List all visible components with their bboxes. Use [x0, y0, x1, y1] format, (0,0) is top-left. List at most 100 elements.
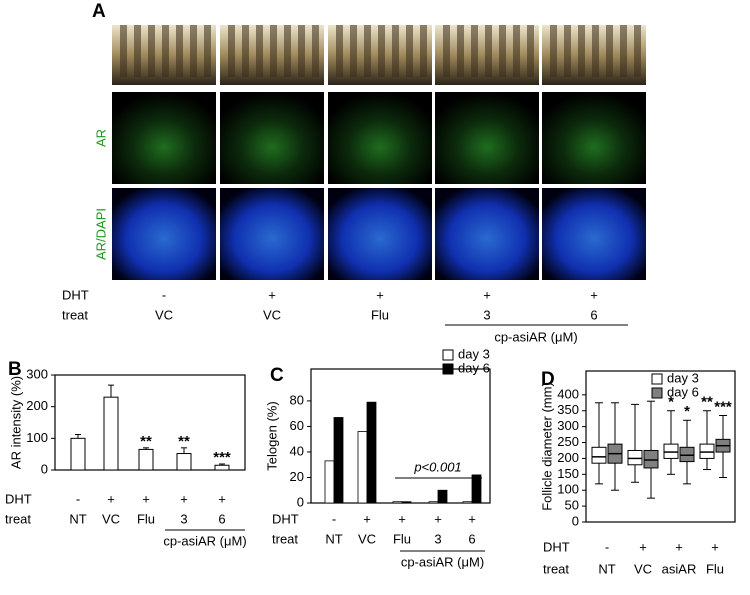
- dht-sign: +: [363, 511, 371, 526]
- hair-shaft: [350, 25, 357, 77]
- dht-sign: -: [162, 287, 166, 302]
- dht-sign: -: [332, 511, 336, 526]
- x-tick-label: 6: [468, 531, 475, 546]
- treat-label: 6: [590, 307, 597, 322]
- y-axis-label: Telogen (%): [264, 401, 279, 470]
- hair-shaft: [270, 25, 277, 77]
- x-tick-label: NT: [598, 561, 615, 576]
- y-tick-label: 400: [557, 386, 579, 401]
- hair-shaft: [443, 25, 450, 77]
- hair-shaft: [620, 25, 627, 77]
- row-label: treat: [5, 511, 31, 526]
- dht-sign: +: [268, 287, 276, 302]
- significance: **: [178, 433, 190, 450]
- y-tick-label: 100: [26, 430, 48, 445]
- bar: [392, 501, 403, 504]
- row-label: DHT: [5, 491, 32, 506]
- hair-shaft: [378, 25, 385, 77]
- micrograph: [112, 92, 216, 184]
- treat-label: 3: [483, 307, 490, 322]
- x-tick-label: 3: [180, 511, 187, 526]
- box: [591, 446, 607, 464]
- row-label: treat: [543, 561, 569, 576]
- y-tick-label: 100: [557, 482, 579, 497]
- row-label: DHT: [543, 539, 570, 554]
- hair-shaft: [364, 25, 371, 77]
- legend-label: day 3: [667, 370, 699, 385]
- dht-sign: +: [107, 491, 115, 506]
- y-axis-label: Follicle diameter (mm): [539, 382, 554, 511]
- significance: *: [668, 394, 674, 411]
- x-tick-label: VC: [358, 531, 376, 546]
- hair-shaft: [176, 25, 183, 77]
- x-tick-label: Flu: [393, 531, 411, 546]
- hair-shaft: [499, 25, 506, 77]
- treat-label: VC: [263, 307, 281, 322]
- x-tick-label: Flu: [137, 511, 155, 526]
- x-tick-label: 3: [434, 531, 441, 546]
- row-label: AR: [93, 129, 108, 147]
- hair-shaft: [204, 25, 211, 77]
- bar: [357, 431, 368, 504]
- legend-swatch: [651, 387, 663, 399]
- y-axis-label: AR intensity (%): [8, 376, 23, 469]
- micrograph: [220, 92, 324, 184]
- y-tick-label: 40: [290, 443, 304, 458]
- micrograph: [435, 92, 539, 184]
- box: [643, 449, 659, 469]
- dht-sign: +: [675, 539, 683, 554]
- significance: ***: [714, 398, 732, 415]
- dht-sign: +: [483, 287, 491, 302]
- bar: [176, 453, 192, 471]
- annotation: p<0.001: [413, 459, 461, 474]
- box: [627, 449, 643, 466]
- x-tick-label: VC: [102, 511, 120, 526]
- x-tick-label: Flu: [706, 561, 724, 576]
- x-tick-label: VC: [634, 561, 652, 576]
- y-tick-label: 300: [557, 418, 579, 433]
- row-label: DHT: [62, 287, 89, 302]
- row-label: DHT: [272, 511, 299, 526]
- legend-swatch: [442, 363, 454, 375]
- y-tick-label: 350: [557, 402, 579, 417]
- significance: **: [140, 433, 152, 450]
- x-tick-label: NT: [325, 531, 342, 546]
- dht-sign: +: [376, 287, 384, 302]
- micrograph-grid: [112, 25, 646, 280]
- hair-shaft: [471, 25, 478, 77]
- y-tick-label: 60: [290, 418, 304, 433]
- group-label: cp-asiAR (μM): [163, 533, 246, 548]
- bar: [471, 474, 482, 504]
- micrograph: [328, 188, 432, 280]
- hair-shaft: [485, 25, 492, 77]
- x-tick-label: NT: [69, 511, 86, 526]
- dht-sign: +: [142, 491, 150, 506]
- bar: [401, 501, 412, 504]
- y-tick-label: 300: [26, 366, 48, 381]
- y-tick-label: 250: [557, 434, 579, 449]
- significance: **: [701, 394, 713, 411]
- bar: [103, 396, 119, 471]
- group-label: cp-asiAR (μM): [494, 329, 577, 344]
- micrograph: [435, 188, 539, 280]
- hair-shaft: [284, 25, 291, 77]
- hair-shaft: [527, 25, 534, 77]
- y-tick-label: 20: [290, 469, 304, 484]
- legend-label: day 6: [667, 384, 699, 399]
- row-label: AR/DAPI: [93, 208, 108, 260]
- dht-sign: -: [605, 539, 609, 554]
- y-tick-label: 0: [297, 494, 304, 509]
- bar: [428, 501, 439, 504]
- box: [663, 443, 679, 459]
- legend-label: day 3: [458, 346, 490, 361]
- bar: [138, 448, 154, 471]
- panel-letter: B: [8, 359, 22, 380]
- dht-sign: -: [76, 491, 80, 506]
- hair-shaft: [606, 25, 613, 77]
- hair-shaft: [564, 25, 571, 77]
- hair-shaft: [242, 25, 249, 77]
- hair-shaft: [392, 25, 399, 77]
- y-tick-label: 80: [290, 392, 304, 407]
